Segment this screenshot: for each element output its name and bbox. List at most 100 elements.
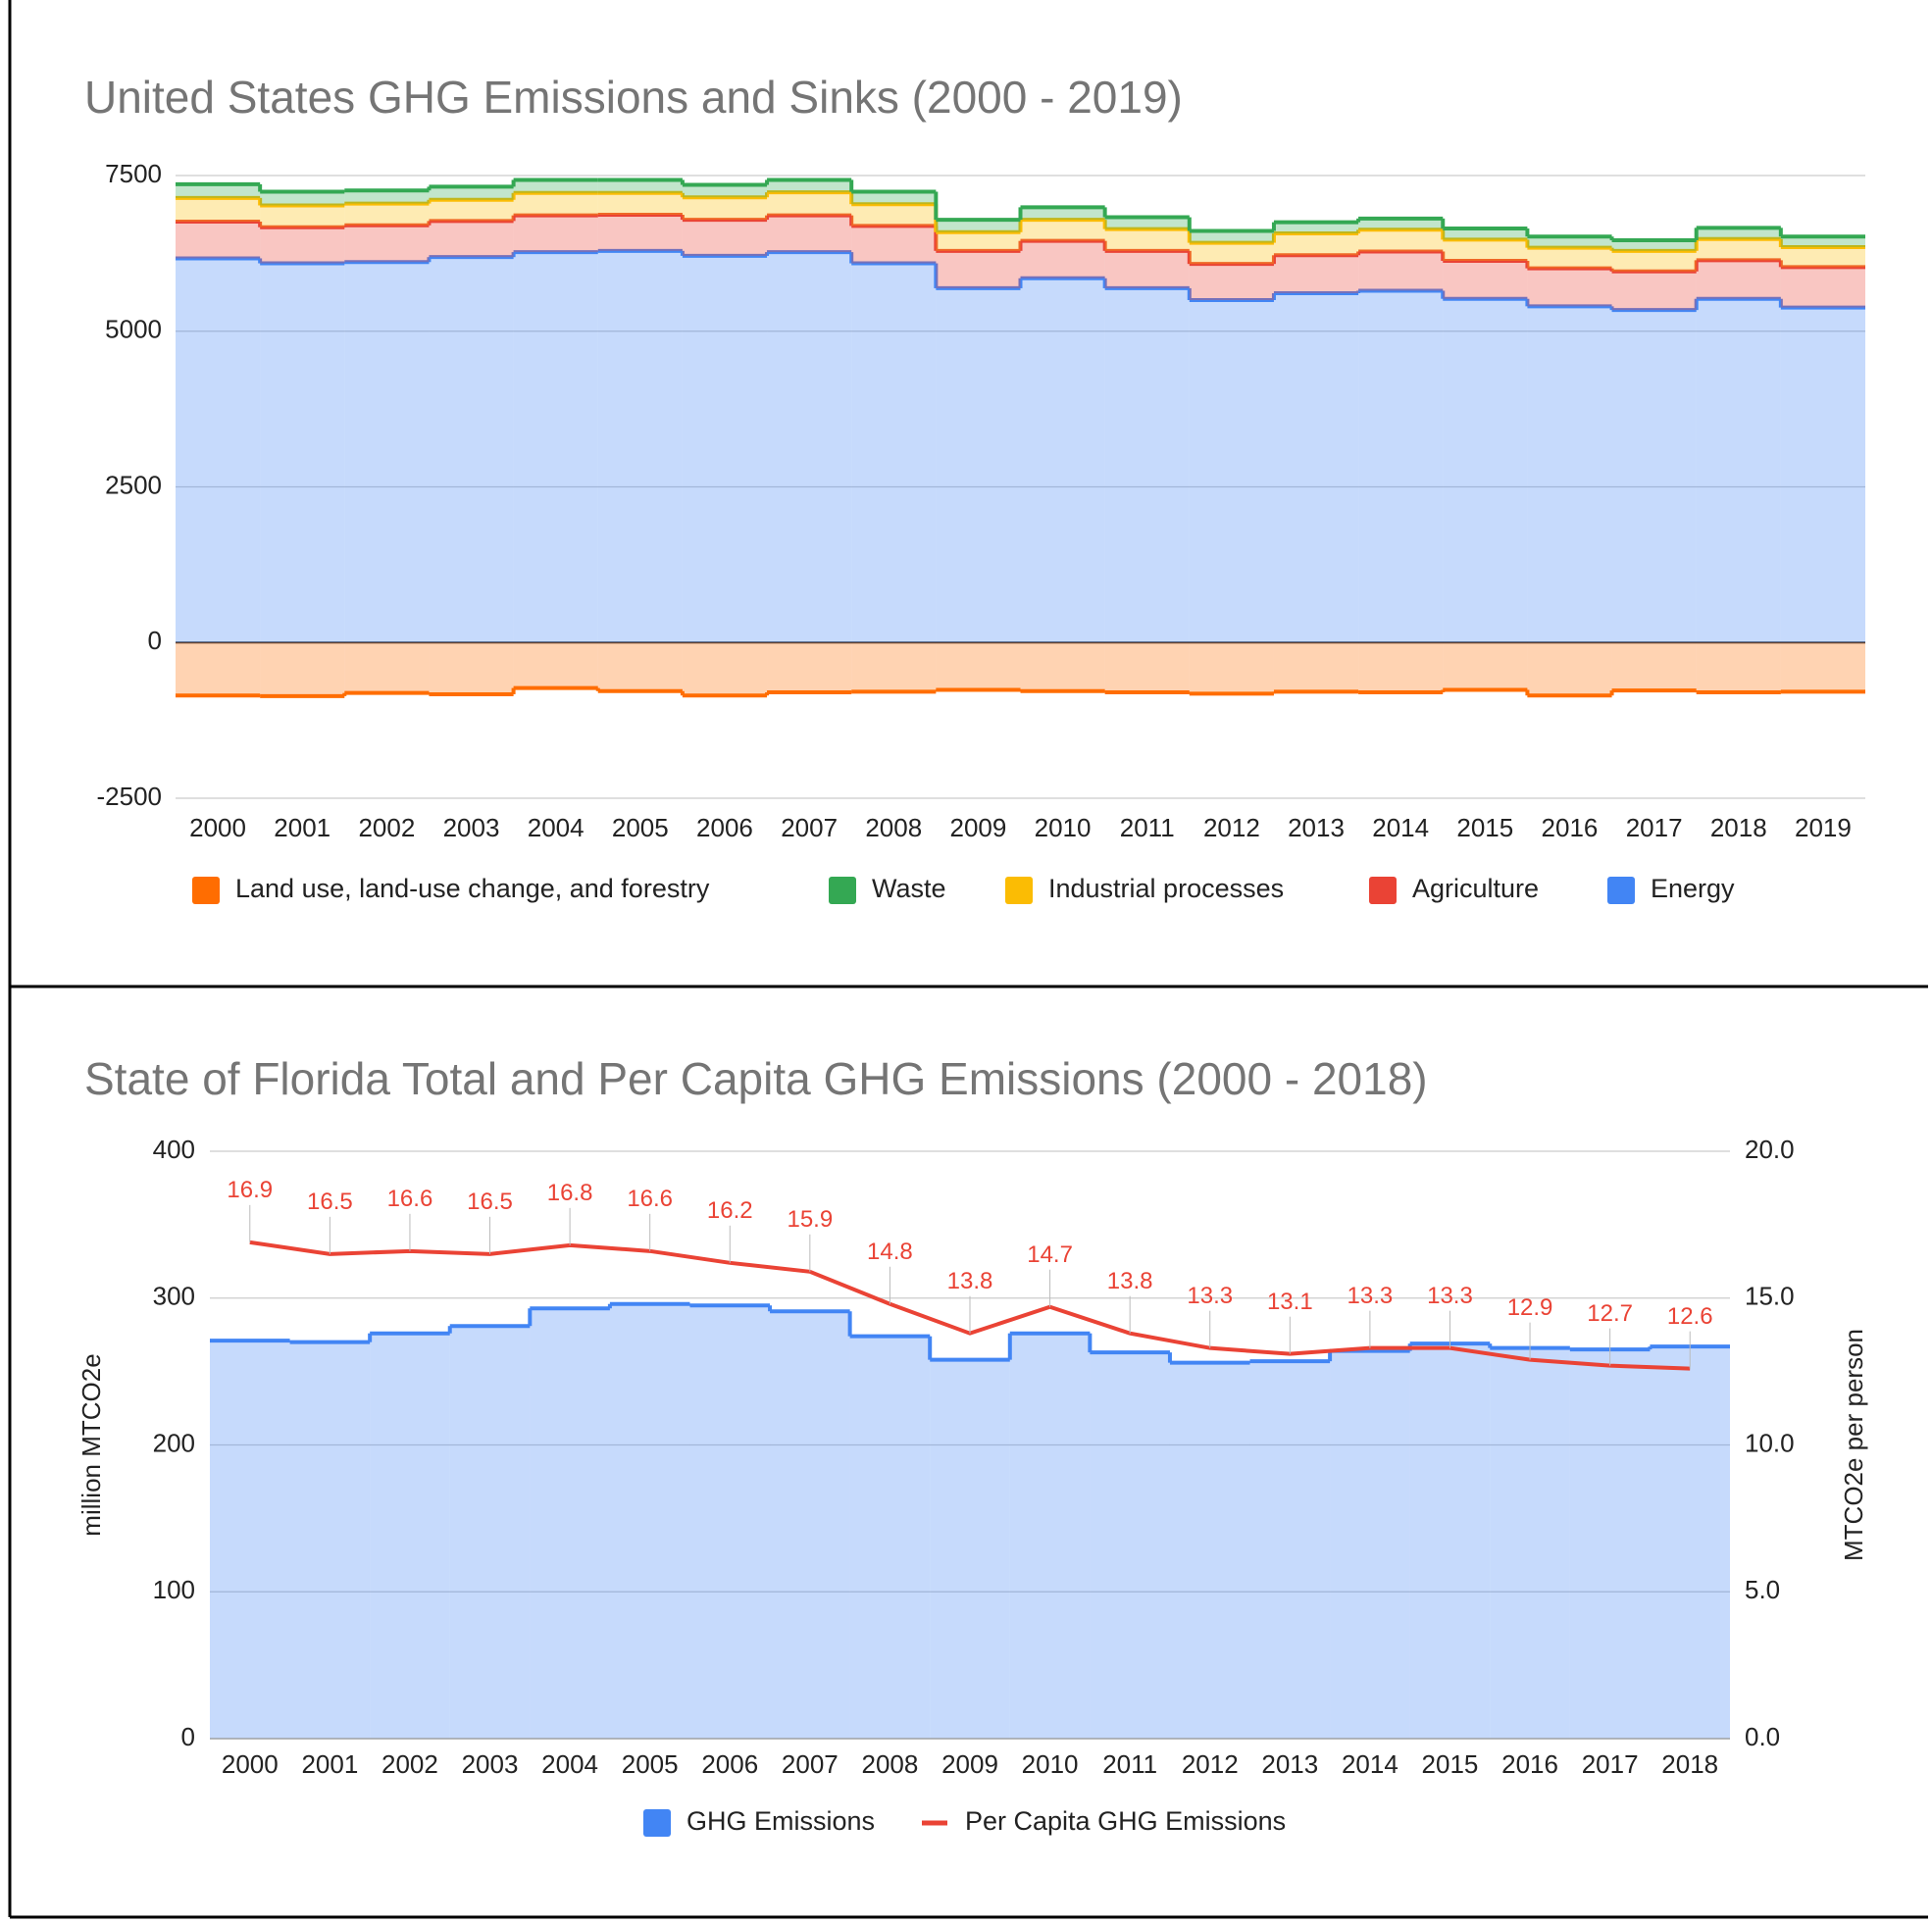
y-tick-label: -2500 [97, 782, 163, 811]
legend-swatch [643, 1809, 671, 1837]
chart-title: State of Florida Total and Per Capita GH… [84, 1053, 1428, 1104]
area-step [1358, 290, 1444, 643]
x-tick-label: 2011 [1102, 1749, 1157, 1779]
y2-tick-label: 0.0 [1745, 1722, 1780, 1751]
area-step [1443, 239, 1528, 261]
area-step [210, 1341, 290, 1739]
data-label: 16.6 [627, 1186, 673, 1212]
area-step [1104, 228, 1190, 251]
area-step [1443, 260, 1528, 299]
x-tick-label: 2012 [1182, 1749, 1239, 1779]
x-tick-label: 2016 [1501, 1749, 1558, 1779]
area-step [682, 220, 768, 256]
area-step [1020, 278, 1105, 643]
x-tick-label: 2007 [781, 813, 838, 842]
y-axis-title: million MTCO2e [76, 1353, 106, 1536]
area-step [289, 1341, 371, 1739]
legend-swatch [1005, 877, 1033, 904]
data-label: 13.1 [1267, 1289, 1313, 1315]
data-label: 13.8 [947, 1268, 993, 1294]
area-step [513, 179, 598, 193]
y-tick-label: 400 [153, 1135, 195, 1164]
x-tick-label: 2014 [1342, 1749, 1398, 1779]
area-step [597, 192, 683, 216]
area-step [344, 642, 430, 693]
area-step [429, 199, 514, 222]
x-tick-label: 2009 [950, 813, 1007, 842]
area-step [1527, 247, 1612, 269]
x-tick-label: 2001 [274, 813, 330, 842]
data-label: 14.7 [1027, 1241, 1073, 1268]
x-tick-label: 2007 [782, 1749, 839, 1779]
data-label: 16.5 [307, 1189, 353, 1215]
area-step [429, 642, 514, 694]
area-step [851, 204, 937, 227]
area-step [936, 250, 1021, 288]
area-step [1273, 233, 1359, 256]
area-step [176, 258, 261, 643]
legend-label: Waste [872, 874, 946, 903]
area-step [682, 184, 768, 198]
area-step [1527, 306, 1612, 643]
area-step [1358, 218, 1444, 230]
x-tick-label: 2015 [1422, 1749, 1479, 1779]
data-label: 12.6 [1667, 1303, 1713, 1330]
area-step [609, 1303, 690, 1739]
area-step [513, 192, 598, 216]
data-label: 14.8 [867, 1239, 913, 1265]
area-step [1104, 642, 1190, 693]
area-step [682, 255, 768, 643]
area-step [597, 642, 683, 691]
x-tick-label: 2005 [622, 1749, 679, 1779]
area-step [260, 642, 345, 696]
data-label: 16.6 [387, 1186, 433, 1212]
area-step [767, 215, 852, 253]
area-step [344, 262, 430, 643]
area-step [767, 642, 852, 693]
area-step [429, 257, 514, 643]
data-label: 16.5 [467, 1189, 513, 1215]
area-step [1409, 1343, 1491, 1739]
area-step [1189, 264, 1274, 300]
area-step [1780, 236, 1865, 248]
x-tick-label: 2010 [1022, 1749, 1079, 1779]
area-step [1611, 642, 1697, 691]
x-tick-label: 2019 [1795, 813, 1852, 842]
area-step [597, 179, 683, 193]
area-step [1527, 642, 1612, 696]
area-step [1104, 287, 1190, 643]
y-tick-label: 200 [153, 1428, 195, 1457]
y-tick-label: 7500 [105, 159, 162, 188]
x-tick-label: 2011 [1120, 813, 1175, 842]
area-step [597, 250, 683, 643]
area-step [1273, 255, 1359, 294]
y2-tick-label: 20.0 [1745, 1135, 1795, 1164]
data-label: 12.9 [1507, 1294, 1553, 1321]
area-step [682, 642, 768, 696]
area-step [1696, 228, 1781, 239]
x-tick-label: 2013 [1261, 1749, 1318, 1779]
area-step [767, 252, 852, 643]
area-step [1780, 642, 1865, 692]
area-step [1527, 268, 1612, 307]
area-step [1696, 642, 1781, 693]
area-step [1358, 642, 1444, 693]
area-step [1273, 293, 1359, 643]
data-label: 12.7 [1587, 1300, 1633, 1327]
x-tick-label: 2017 [1626, 813, 1683, 842]
y2-tick-label: 5.0 [1745, 1575, 1780, 1604]
area-step [1696, 260, 1781, 299]
area-step [1611, 271, 1697, 311]
area-step [1020, 240, 1105, 278]
y-tick-label: 100 [153, 1575, 195, 1604]
area-step [176, 197, 261, 222]
legend-swatch [829, 877, 856, 904]
area-step [849, 1336, 931, 1739]
data-label: 15.9 [787, 1206, 833, 1233]
x-tick-label: 2018 [1710, 813, 1767, 842]
y-tick-label: 300 [153, 1282, 195, 1311]
area-step [1020, 642, 1105, 691]
x-tick-label: 2009 [941, 1749, 998, 1779]
area-step [1358, 229, 1444, 252]
area-step [1090, 1352, 1170, 1739]
